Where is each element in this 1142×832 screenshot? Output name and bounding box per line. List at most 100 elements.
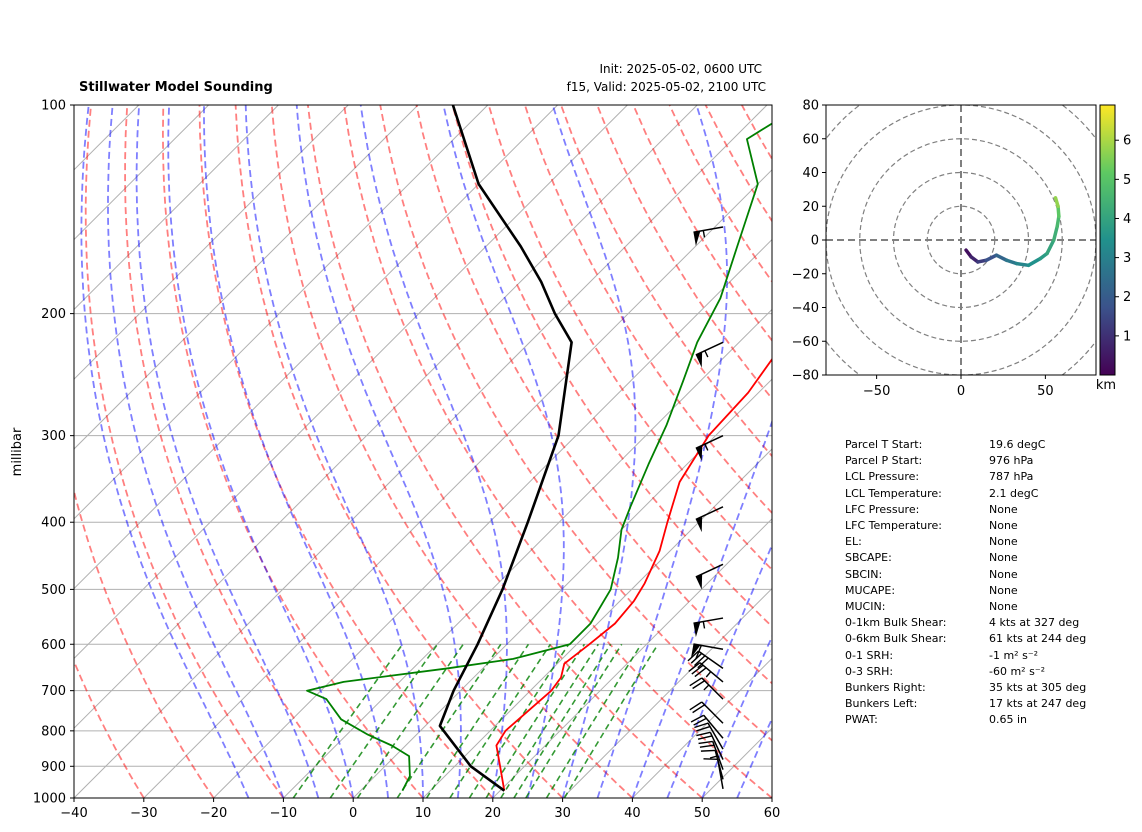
parameter-label: Parcel P Start: — [845, 454, 923, 468]
isotherm-line — [74, 105, 209, 241]
wind-barb — [687, 650, 724, 669]
parameter-label: 0-3 SRH: — [845, 664, 894, 678]
barb-staff — [701, 677, 724, 700]
parameter-label: 0-1 SRH: — [845, 648, 894, 662]
isotherm-line — [213, 238, 772, 798]
wind-barb — [694, 722, 724, 750]
barb-half-flag — [705, 671, 712, 678]
mixing-ratio-line — [356, 643, 464, 798]
parameter-value: 17 kts at 247 deg — [989, 697, 1087, 711]
barb-half-flag — [704, 443, 709, 451]
dry-adiabat — [379, 105, 772, 742]
hodograph-trace — [964, 196, 1061, 268]
parameter-label: LFC Pressure: — [845, 502, 920, 516]
hodo-y-tick-label: −80 — [792, 369, 819, 384]
isotherm-line — [74, 105, 628, 660]
wind-barb — [693, 617, 724, 638]
moist-adiabat — [167, 105, 355, 798]
parameter-value: None — [989, 535, 1018, 549]
isotherm-line — [74, 105, 698, 729]
parameter-value: 19.6 degC — [989, 438, 1046, 451]
dry-adiabat — [307, 105, 703, 798]
barb-staff — [693, 617, 724, 625]
x-tick-label: 60 — [764, 806, 781, 821]
moist-adiabat — [80, 105, 250, 798]
y-tick-label: 1000 — [33, 792, 66, 807]
isotherm-line — [283, 308, 772, 798]
dry-adiabat — [84, 105, 285, 798]
barb-pennant — [693, 622, 701, 638]
hodo-y-tick-label: 20 — [802, 200, 819, 215]
isotherm-line — [492, 518, 772, 798]
hodo-x-tick-label: 50 — [1037, 384, 1054, 399]
barb-half-flag — [703, 684, 710, 691]
hodo-y-tick-label: 80 — [802, 99, 819, 114]
hodograph-grid — [826, 105, 1096, 375]
hodograph-segment — [1014, 261, 1031, 268]
parameter-label: SBCIN: — [845, 567, 883, 581]
dry-adiabat — [560, 105, 772, 458]
moist-adiabat — [295, 105, 462, 798]
isotherm-line — [74, 105, 558, 590]
y-tick-label: 800 — [41, 724, 66, 739]
barb-flag — [692, 680, 705, 690]
y-tick-label: 700 — [41, 684, 66, 699]
x-tick-label: 40 — [624, 806, 641, 821]
temperature-profile — [495, 357, 772, 791]
hodo-y-tick-label: 0 — [811, 234, 819, 249]
y-tick-label: 400 — [41, 516, 66, 531]
mixing-ratio-line — [329, 643, 439, 798]
wind-barb — [695, 563, 724, 590]
barb-pennant — [695, 352, 703, 368]
barb-flag — [703, 758, 718, 760]
barb-flag — [692, 704, 705, 714]
isotherm-line — [74, 105, 419, 450]
hodograph-segment — [994, 253, 1009, 262]
hodograph-axes: −50 0 50 −80 −60 −40 −20 0 20 40 60 80 — [792, 99, 1097, 399]
colorbar-tick-label: 4 — [1123, 212, 1131, 227]
mixing-ratio-line — [292, 643, 404, 798]
parameter-value: 2.1 degC — [989, 486, 1039, 500]
parameter-value: None — [989, 502, 1018, 516]
hodograph-segment — [1026, 256, 1043, 268]
barb-flag — [698, 740, 713, 745]
init-time: Init: 2025-05-02, 0600 UTC — [599, 62, 762, 76]
parameter-label: LCL Temperature: — [845, 486, 942, 500]
barb-staff — [699, 662, 724, 683]
isotherm-line — [74, 105, 489, 520]
y-tick-label: 600 — [41, 638, 66, 653]
dry-adiabat — [74, 658, 145, 798]
parameter-value: None — [989, 600, 1018, 613]
hodo-x-tick-label: 0 — [957, 384, 965, 399]
barb-flag — [690, 652, 703, 664]
barb-half-flag — [702, 621, 706, 629]
dry-adiabat — [161, 105, 424, 798]
parameter-value: 976 hPa — [989, 454, 1034, 468]
parameter-value: 61 kts at 244 deg — [989, 632, 1087, 646]
parameter-label: 0-6km Bulk Shear: — [845, 632, 947, 646]
moist-adiabat — [203, 105, 389, 798]
barb-staff — [693, 226, 724, 233]
mixing-ratio-line — [563, 643, 659, 798]
isotherm-line — [422, 448, 772, 798]
hodograph-segment — [1045, 238, 1056, 256]
x-tick-label: 30 — [554, 806, 571, 821]
y-tick-label: 500 — [41, 583, 66, 598]
barb-flag — [697, 657, 709, 669]
wind-barb — [688, 662, 724, 683]
parameter-value: 787 hPa — [989, 470, 1034, 484]
parameter-value: 4 kts at 327 deg — [989, 616, 1080, 630]
y-tick-label: 300 — [41, 429, 66, 444]
isotherm-line — [143, 169, 772, 798]
hodo-y-tick-label: −40 — [792, 301, 819, 316]
parameter-label: 0-1km Bulk Shear: — [845, 616, 947, 630]
barb-flag — [693, 717, 707, 726]
hodograph-segment — [984, 253, 999, 262]
mixing-ratio-line — [525, 643, 623, 798]
parameter-label: SBCAPE: — [845, 551, 892, 565]
parameter-label: MUCAPE: — [845, 583, 896, 597]
mixing-ratio-line — [513, 643, 612, 798]
colorbar-tick-label: 6 — [1123, 134, 1131, 149]
moist-adiabat — [631, 419, 772, 798]
